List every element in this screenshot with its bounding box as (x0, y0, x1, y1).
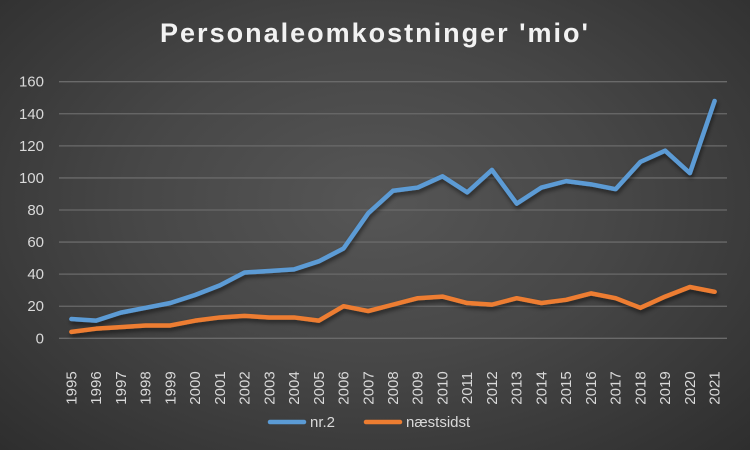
chart-title: Personaleomkostninger 'mio' (160, 18, 590, 48)
y-tick-label: 0 (36, 330, 44, 347)
y-tick-label: 100 (19, 170, 44, 187)
x-tick-label: 2018 (632, 371, 649, 404)
x-tick-label: 2013 (509, 371, 526, 404)
x-tick-label: 2011 (459, 372, 476, 404)
series-line-naestsidst (69, 284, 717, 335)
y-tick-label: 80 (27, 202, 44, 219)
x-tick-label: 2010 (434, 371, 451, 404)
x-tick-label: 2017 (608, 371, 625, 404)
x-tick-label: 2009 (410, 371, 427, 404)
x-tick-label: 2005 (311, 371, 328, 404)
x-tick-label: 2016 (583, 371, 600, 404)
x-tick-label: 1998 (138, 371, 155, 404)
x-tick-label: 2014 (533, 371, 550, 404)
y-tick-label: 40 (27, 266, 44, 283)
x-tick-label: 2001 (212, 371, 229, 404)
x-tick-label: 2015 (558, 371, 575, 404)
x-tick-label: 2000 (187, 371, 204, 404)
y-tick-label: 140 (19, 106, 44, 123)
x-tick-label: 1995 (63, 371, 80, 404)
x-tick-label: 2012 (484, 371, 501, 404)
x-tick-label: 2007 (360, 371, 377, 404)
x-tick-label: 1999 (162, 371, 179, 404)
y-tick-label: 60 (27, 234, 44, 251)
x-tick-label: 2020 (682, 371, 699, 404)
legend-label: næstsidst (406, 414, 471, 431)
y-tick-label: 20 (27, 298, 44, 315)
x-tick-label: 2003 (261, 371, 278, 404)
x-tick-label: 2002 (237, 371, 254, 404)
series-line-nr2 (69, 98, 717, 323)
legend-label: nr.2 (310, 414, 335, 431)
x-tick-label: 2019 (657, 371, 674, 404)
y-tick-label: 160 (19, 74, 44, 91)
x-tick-label: 1996 (88, 371, 105, 404)
x-tick-label: 2006 (336, 371, 353, 404)
x-tick-label: 2004 (286, 371, 303, 404)
x-tick-label: 2021 (707, 371, 724, 404)
x-tick-label: 1997 (113, 371, 130, 404)
x-tick-label: 2008 (385, 371, 402, 404)
y-tick-label: 120 (19, 138, 44, 155)
